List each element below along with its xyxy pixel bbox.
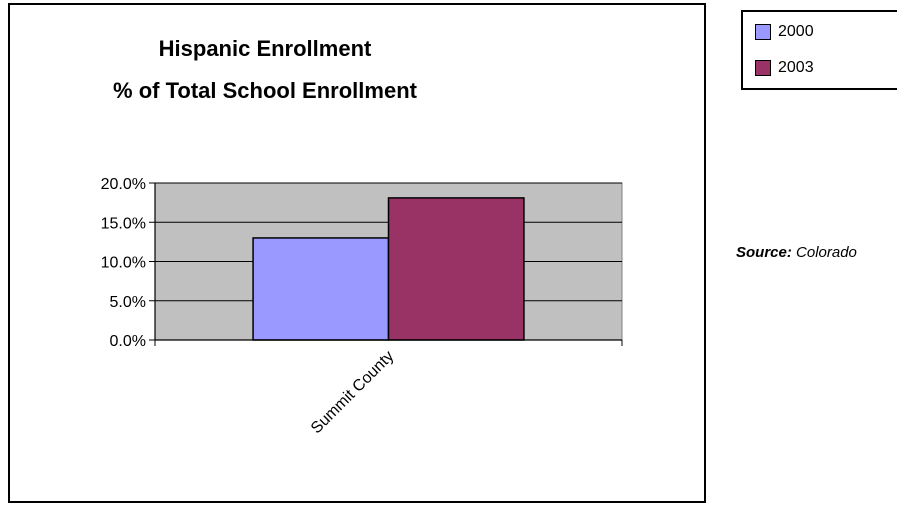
plot-area: 0.0% 5.0% 10.0% 15.0% 20.0% Summit County (101, 176, 623, 437)
legend: 2000 2003 (741, 10, 897, 90)
chart-title-line-2: % of Total School Enrollment (113, 78, 418, 103)
legend-item-2003: 2003 (755, 58, 814, 78)
source-note: Source: Colorado (736, 244, 857, 261)
bar-2000 (252, 237, 390, 341)
y-tick-label: 10.0% (101, 255, 146, 272)
legend-swatch-2000 (755, 24, 771, 40)
legend-label-2003: 2003 (778, 59, 814, 76)
legend-swatch-2003 (755, 60, 771, 76)
chart-svg: Hispanic Enrollment % of Total School En… (101, 36, 623, 437)
source-text: Colorado (796, 244, 857, 261)
chart-area: Hispanic Enrollment % of Total School En… (8, 3, 706, 503)
legend-label-2000: 2000 (778, 23, 814, 40)
source-label: Source: (736, 244, 792, 261)
legend-item-2000: 2000 (755, 22, 814, 42)
y-tick-label: 15.0% (101, 215, 146, 232)
x-category-label: Summit County (308, 348, 397, 437)
y-tick-label: 20.0% (101, 176, 146, 193)
bar-2003 (387, 197, 525, 341)
y-tick-label: 0.0% (110, 333, 146, 350)
chart-title-line-1: Hispanic Enrollment (159, 36, 372, 61)
y-tick-label: 5.0% (110, 294, 146, 311)
